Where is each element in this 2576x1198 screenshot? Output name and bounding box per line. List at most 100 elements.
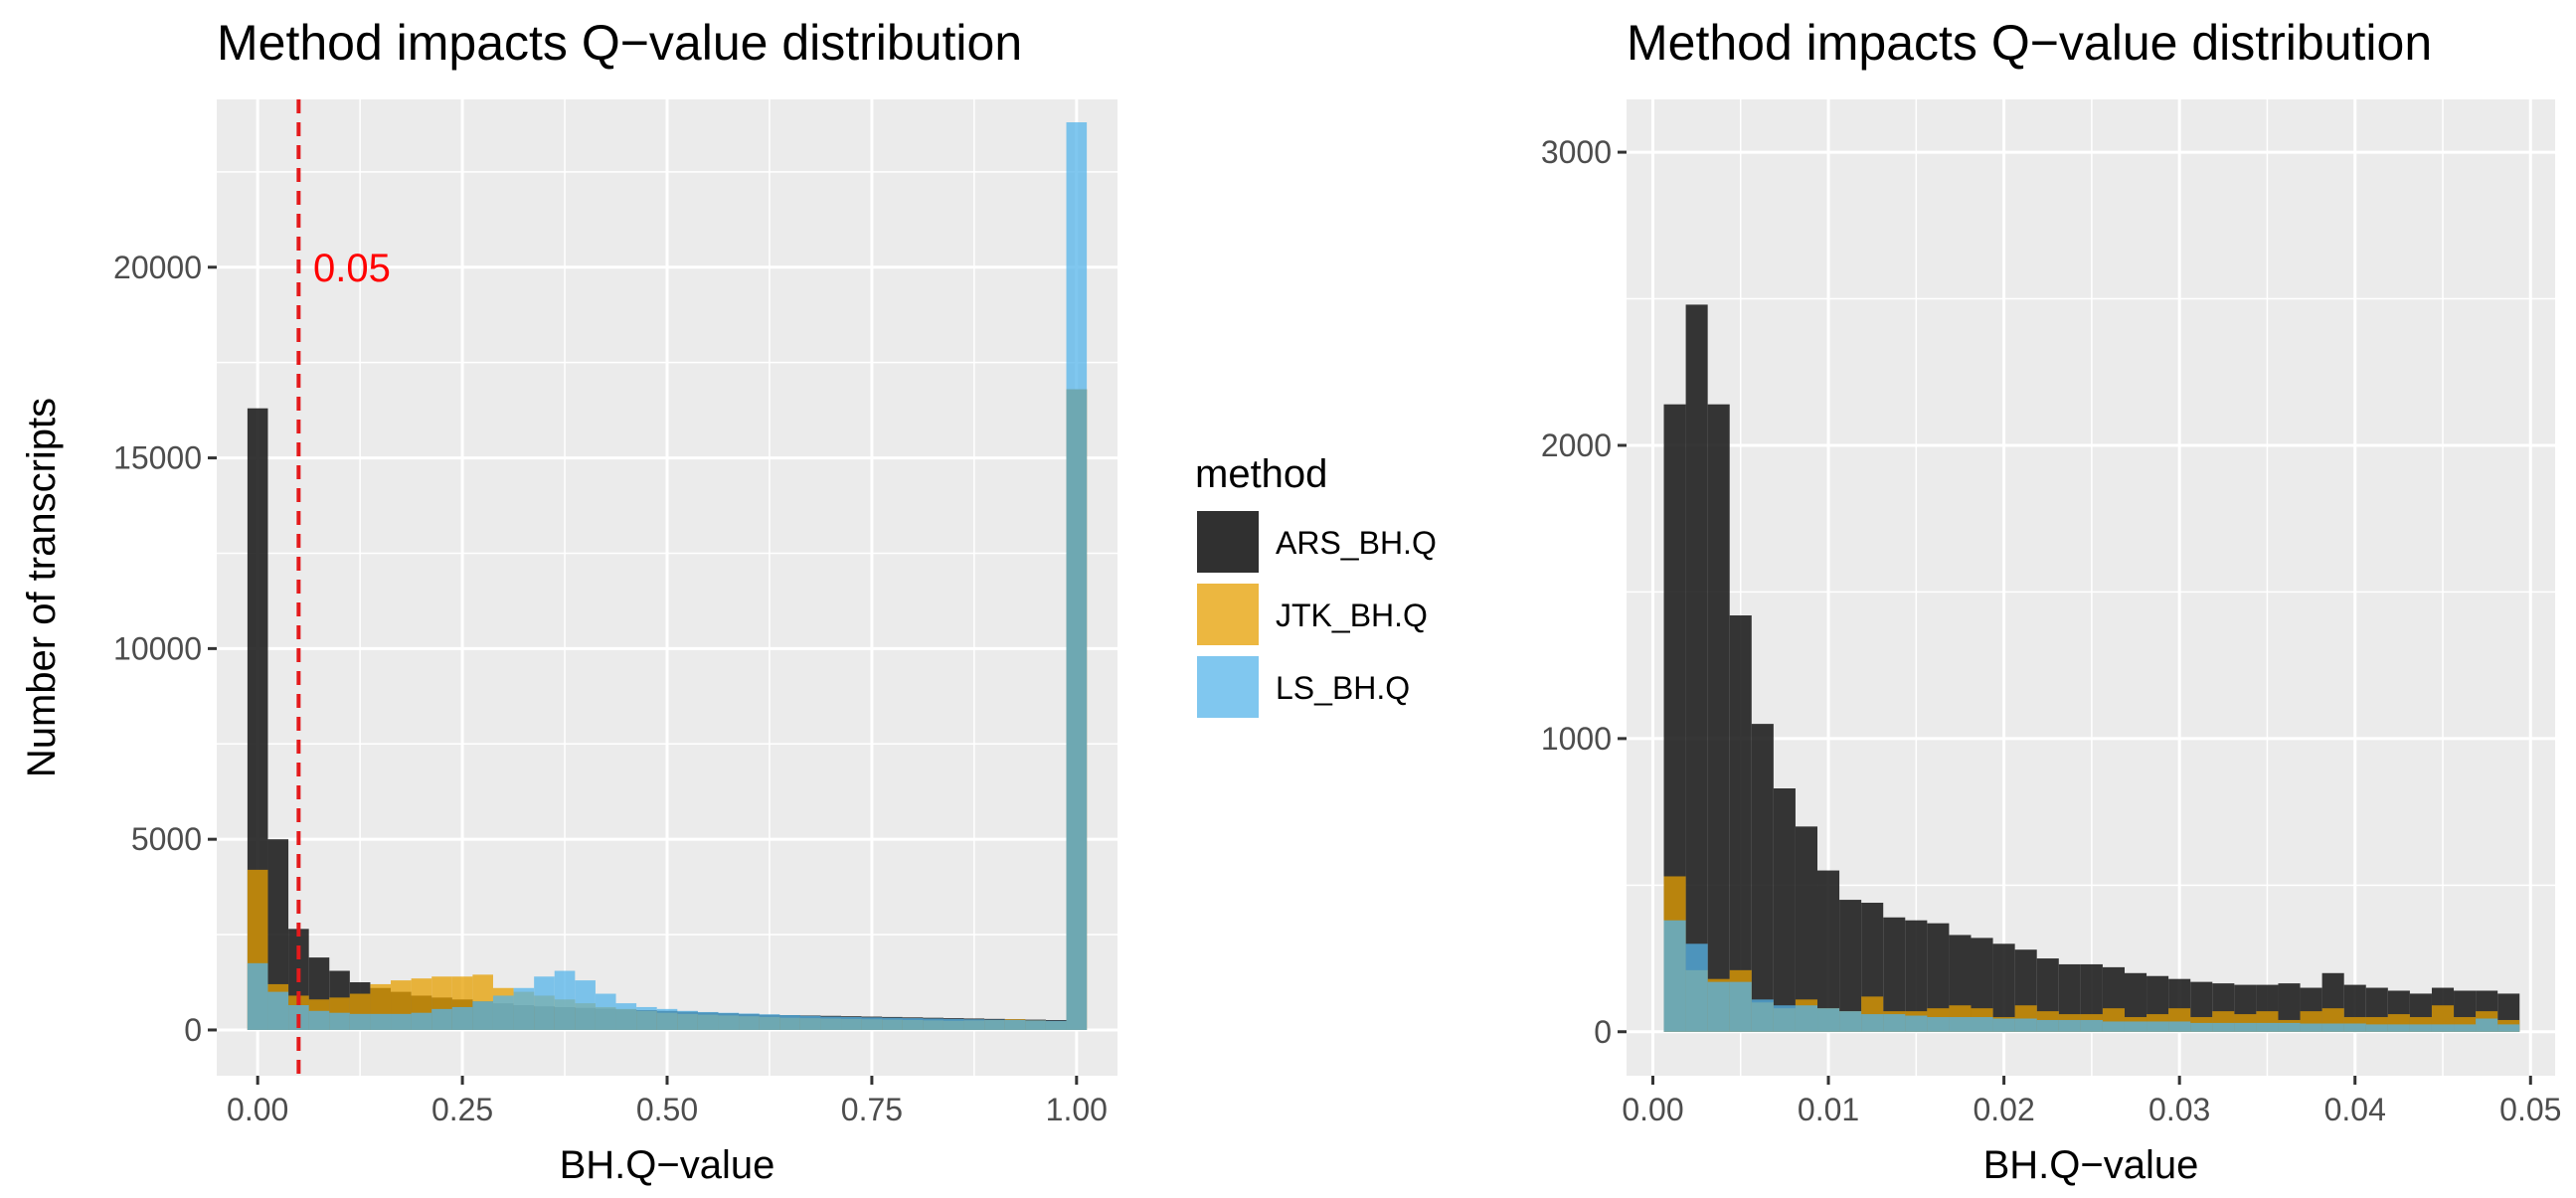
bar-ls-bh-q xyxy=(1949,1017,1972,1032)
bar-ls-bh-q xyxy=(595,993,616,1030)
y-tick-label: 20000 xyxy=(113,250,202,285)
bar-ls-bh-q xyxy=(1729,981,1752,1032)
bar-ls-bh-q xyxy=(1004,1019,1026,1030)
bar-ls-bh-q xyxy=(492,995,514,1030)
bar-ls-bh-q xyxy=(267,991,289,1030)
x-tick-label: 0.03 xyxy=(2148,1092,2210,1127)
bar-ls-bh-q xyxy=(2147,1021,2169,1032)
bar-ls-bh-q xyxy=(943,1018,964,1030)
bar-ls-bh-q xyxy=(2014,1018,2037,1032)
bar-ls-bh-q xyxy=(739,1013,760,1030)
x-tick-label: 0.02 xyxy=(1973,1092,2034,1127)
legend-label-jtk: JTK_BH.Q xyxy=(1276,598,1428,633)
right-bars xyxy=(1663,304,2520,1032)
bar-ls-bh-q xyxy=(2476,1018,2498,1032)
bar-ls-bh-q xyxy=(2431,1024,2455,1032)
bar-ls-bh-q xyxy=(1905,1015,1928,1032)
x-tick-label: 0.05 xyxy=(2499,1092,2561,1127)
left-y-axis-label: Number of transcripts xyxy=(20,398,64,777)
bar-ls-bh-q xyxy=(391,1013,412,1030)
bar-ls-bh-q xyxy=(329,1012,350,1030)
bar-ls-bh-q xyxy=(861,1017,883,1030)
bar-ars-bh-q xyxy=(1905,920,1928,1032)
x-tick-label: 0.50 xyxy=(636,1092,698,1127)
bar-ls-bh-q xyxy=(2278,1022,2301,1032)
bar-ls-bh-q xyxy=(349,1013,371,1030)
bar-ls-bh-q xyxy=(308,1010,330,1030)
bar-ls-bh-q xyxy=(2256,1022,2279,1032)
bar-ls-bh-q xyxy=(370,1013,392,1030)
left-x-axis-label: BH.Q−value xyxy=(560,1143,775,1187)
bar-ls-bh-q xyxy=(1685,943,1708,1032)
bar-ls-bh-q xyxy=(799,1015,821,1030)
y-tick-label: 0 xyxy=(1594,1014,1612,1050)
bar-ls-bh-q xyxy=(1927,1017,1950,1032)
right-gridlines xyxy=(1627,99,2555,1076)
bar-ls-bh-q xyxy=(247,962,268,1030)
bar-ls-bh-q xyxy=(636,1006,657,1030)
left-y-axis: 0 5000 10000 15000 20000 xyxy=(113,250,217,1048)
bar-ls-bh-q xyxy=(2387,1024,2410,1032)
x-tick-label: 0.00 xyxy=(1622,1092,1683,1127)
y-tick-label: 10000 xyxy=(113,630,202,666)
bar-ls-bh-q xyxy=(411,1012,432,1030)
right-panel: Method impacts Q−value distribution 0 100… xyxy=(1541,15,2562,1187)
bar-ls-bh-q xyxy=(1883,1014,1906,1032)
bar-ls-bh-q xyxy=(1773,1005,1796,1032)
bar-ls-bh-q xyxy=(2168,1021,2191,1032)
legend-swatch-jtk xyxy=(1197,584,1259,645)
left-x-axis: 0.00 0.25 0.50 0.75 1.00 xyxy=(227,1076,1108,1127)
bar-ls-bh-q xyxy=(472,1001,493,1030)
bar-ls-bh-q xyxy=(1817,1008,1840,1032)
bar-ars-bh-q xyxy=(1817,870,1840,1032)
bar-ls-bh-q xyxy=(2036,1019,2059,1032)
threshold-label: 0.05 xyxy=(313,247,391,290)
bar-ars-bh-q xyxy=(1992,943,2015,1032)
bar-ls-bh-q xyxy=(1751,999,1774,1032)
legend: method ARS_BH.Q JTK_BH.Q LS_BH.Q xyxy=(1195,452,1437,720)
x-tick-label: 1.00 xyxy=(1046,1092,1108,1127)
legend-swatch-ars xyxy=(1197,511,1259,573)
bar-ls-bh-q xyxy=(2365,1024,2388,1032)
bar-ls-bh-q xyxy=(2080,1019,2103,1032)
bar-ls-bh-q xyxy=(513,987,535,1030)
y-tick-label: 2000 xyxy=(1541,428,1612,463)
bar-ars-bh-q xyxy=(1883,917,1906,1032)
bar-ls-bh-q xyxy=(431,1008,452,1030)
right-chart-title: Method impacts Q−value distribution xyxy=(1627,15,2432,71)
bar-ls-bh-q xyxy=(779,1015,800,1030)
bar-ls-bh-q xyxy=(1066,122,1088,1030)
bar-ars-bh-q xyxy=(1927,923,1950,1032)
right-x-axis-label: BH.Q−value xyxy=(1983,1143,2199,1187)
bar-ls-bh-q xyxy=(2102,1021,2125,1032)
bar-ls-bh-q xyxy=(841,1016,862,1030)
y-tick-label: 15000 xyxy=(113,440,202,476)
y-tick-label: 0 xyxy=(184,1012,202,1048)
bar-ls-bh-q xyxy=(1707,981,1730,1032)
bar-ls-bh-q xyxy=(1663,920,1686,1032)
bar-ars-bh-q xyxy=(1663,404,1686,1032)
bar-ars-bh-q xyxy=(1773,788,1796,1032)
legend-swatch-ls xyxy=(1197,656,1259,718)
bar-ls-bh-q xyxy=(1992,1018,2015,1032)
bar-ls-bh-q xyxy=(2454,1024,2477,1032)
bar-ls-bh-q xyxy=(963,1019,985,1030)
bar-ars-bh-q xyxy=(1729,615,1752,1032)
bar-ls-bh-q xyxy=(677,1010,698,1030)
bar-ls-bh-q xyxy=(923,1018,944,1030)
bar-ars-bh-q xyxy=(1839,900,1862,1032)
right-y-axis: 0 1000 2000 3000 xyxy=(1541,134,1627,1050)
bar-ars-bh-q xyxy=(1685,304,1708,1032)
bar-ls-bh-q xyxy=(697,1011,719,1030)
bar-ars-bh-q xyxy=(1795,826,1818,1032)
bar-ls-bh-q xyxy=(534,976,555,1030)
bar-ars-bh-q xyxy=(1751,724,1774,1032)
x-tick-label: 0.00 xyxy=(227,1092,288,1127)
x-tick-label: 0.04 xyxy=(2324,1092,2386,1127)
bar-ls-bh-q xyxy=(902,1018,924,1030)
bar-ls-bh-q xyxy=(554,970,576,1030)
bar-ls-bh-q xyxy=(1861,1014,1884,1032)
bar-ls-bh-q xyxy=(1971,1017,1993,1032)
y-tick-label: 5000 xyxy=(131,821,202,857)
bar-ars-bh-q xyxy=(1707,404,1730,1032)
